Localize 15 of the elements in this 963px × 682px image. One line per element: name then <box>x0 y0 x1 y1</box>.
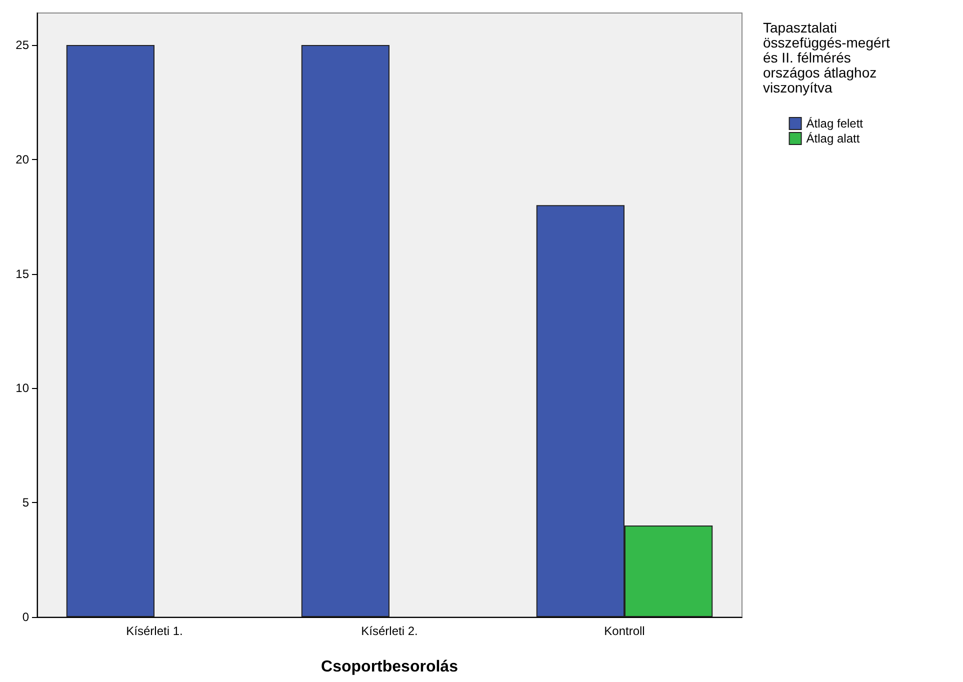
y-tick-label: 20 <box>16 152 30 166</box>
legend-label: Átlag felett <box>806 116 864 130</box>
x-tick-label: Kísérleti 2. <box>361 624 418 638</box>
bar <box>66 45 154 617</box>
y-tick-label: 5 <box>22 496 30 510</box>
x-axis-title: Csoportbesorolás <box>321 658 458 676</box>
legend-title: Tapasztalati összefüggés-megértés II. félmérés országos átlaghoz viszonyítva <box>763 20 890 96</box>
y-tick-label: 25 <box>16 38 30 52</box>
x-tick-label: Kontroll <box>604 624 645 638</box>
y-tick-label: 15 <box>16 266 30 281</box>
y-tick-label: 0 <box>22 610 30 624</box>
legend-label: Átlag alatt <box>806 132 860 146</box>
x-tick-label: Kísérleti 1. <box>126 624 183 638</box>
bar <box>301 45 390 617</box>
y-tick-label: 10 <box>16 381 30 396</box>
